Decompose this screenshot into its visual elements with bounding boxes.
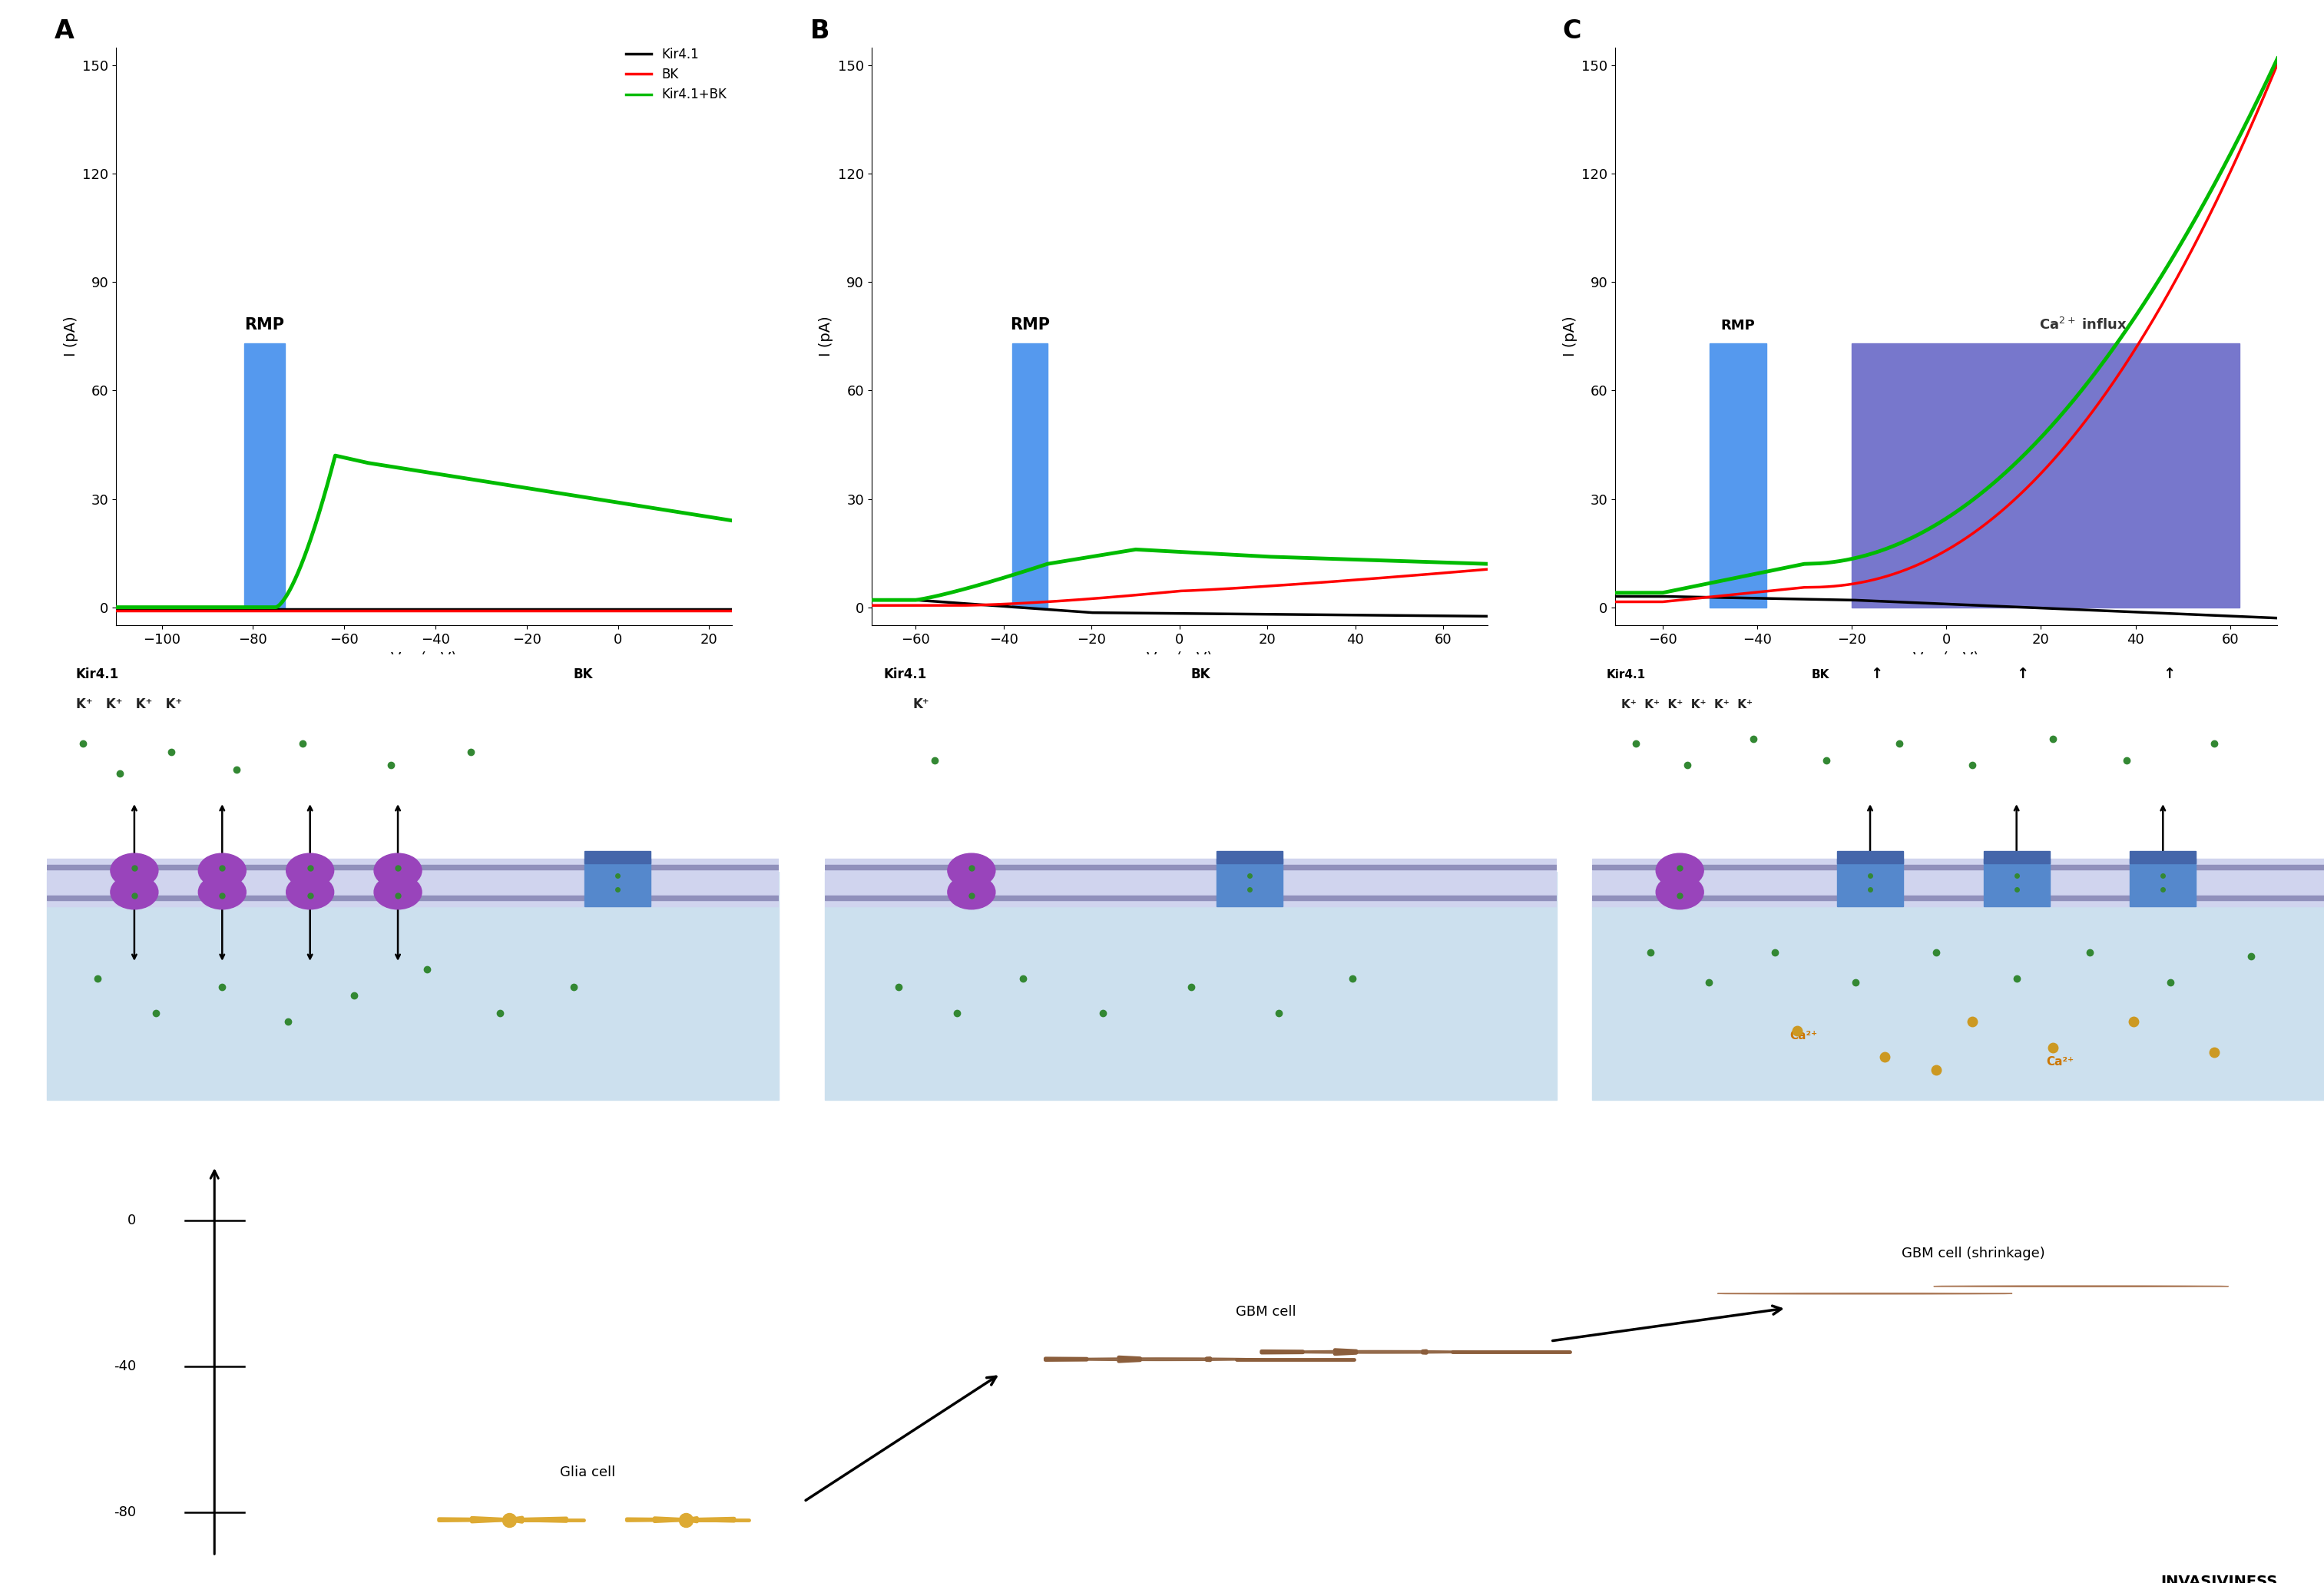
Bar xyxy=(46,872,779,1100)
Text: BK: BK xyxy=(1190,666,1211,681)
Ellipse shape xyxy=(1050,1358,1267,1361)
Ellipse shape xyxy=(1657,853,1703,888)
Text: ↑: ↑ xyxy=(2164,666,2175,681)
Text: ↑: ↑ xyxy=(2017,666,2029,681)
Text: ↑: ↑ xyxy=(1871,666,1882,681)
Bar xyxy=(1592,864,2324,869)
Text: -80: -80 xyxy=(114,1505,135,1520)
Ellipse shape xyxy=(1267,1350,1483,1353)
Text: BK: BK xyxy=(574,666,593,681)
Text: RMP: RMP xyxy=(1011,318,1050,332)
Bar xyxy=(1218,858,1283,907)
Text: Ca²⁺: Ca²⁺ xyxy=(2045,1056,2073,1067)
Bar xyxy=(1218,852,1283,863)
Ellipse shape xyxy=(112,853,158,888)
Bar xyxy=(825,864,1557,869)
Bar xyxy=(586,852,651,863)
Ellipse shape xyxy=(112,875,158,909)
Bar xyxy=(586,858,651,907)
Text: A: A xyxy=(53,19,74,44)
Ellipse shape xyxy=(286,875,335,909)
Bar xyxy=(123,877,146,888)
Ellipse shape xyxy=(1657,875,1703,909)
Text: 0: 0 xyxy=(128,1214,135,1227)
Text: Kir4.1: Kir4.1 xyxy=(883,666,927,681)
Bar xyxy=(1669,877,1692,888)
Text: -40: -40 xyxy=(114,1360,135,1374)
Bar xyxy=(46,896,779,901)
Bar xyxy=(825,896,1557,901)
Text: GBM cell (shrinkage): GBM cell (shrinkage) xyxy=(1901,1246,2045,1260)
Text: K⁺  K⁺  K⁺  K⁺  K⁺  K⁺: K⁺ K⁺ K⁺ K⁺ K⁺ K⁺ xyxy=(1622,700,1752,711)
Bar xyxy=(1838,858,1903,907)
Bar xyxy=(825,858,1557,907)
Text: Kir4.1: Kir4.1 xyxy=(77,666,119,681)
Ellipse shape xyxy=(948,875,995,909)
Text: Ca²⁺: Ca²⁺ xyxy=(1789,1031,1817,1042)
X-axis label: Vm (mV): Vm (mV) xyxy=(390,651,458,665)
Bar xyxy=(46,864,779,869)
Bar xyxy=(1592,858,2324,907)
Ellipse shape xyxy=(198,875,246,909)
Bar xyxy=(297,877,323,888)
Text: Glia cell: Glia cell xyxy=(560,1466,616,1479)
Bar xyxy=(1838,852,1903,863)
Text: C: C xyxy=(1562,19,1580,44)
Ellipse shape xyxy=(374,875,421,909)
Text: GBM cell: GBM cell xyxy=(1236,1304,1297,1319)
Bar xyxy=(209,877,235,888)
Bar xyxy=(1013,344,1048,608)
Bar xyxy=(46,858,779,907)
Bar xyxy=(1852,344,2240,608)
Text: Kir4.1: Kir4.1 xyxy=(1606,668,1645,681)
Ellipse shape xyxy=(374,853,421,888)
Bar xyxy=(1592,896,2324,901)
Y-axis label: I (pA): I (pA) xyxy=(818,317,834,356)
Bar xyxy=(1985,858,2050,907)
Bar xyxy=(1985,852,2050,863)
Text: K⁺: K⁺ xyxy=(913,698,930,711)
Ellipse shape xyxy=(198,853,246,888)
Y-axis label: I (pA): I (pA) xyxy=(63,317,79,356)
Text: Ca$^{2+}$ influx: Ca$^{2+}$ influx xyxy=(2040,317,2129,332)
Text: RMP: RMP xyxy=(244,318,284,332)
Text: INVASIVINESS: INVASIVINESS xyxy=(2161,1575,2278,1583)
Bar xyxy=(2131,858,2196,907)
Bar xyxy=(1592,654,2324,872)
Text: RMP: RMP xyxy=(1722,318,1755,332)
Legend: Kir4.1, BK, Kir4.1+BK: Kir4.1, BK, Kir4.1+BK xyxy=(621,43,732,108)
Bar xyxy=(1710,344,1766,608)
Bar xyxy=(960,877,983,888)
Ellipse shape xyxy=(948,853,995,888)
Text: B: B xyxy=(809,19,830,44)
Bar xyxy=(244,344,286,608)
Text: K⁺   K⁺   K⁺   K⁺: K⁺ K⁺ K⁺ K⁺ xyxy=(77,698,181,711)
Ellipse shape xyxy=(286,853,335,888)
X-axis label: Vm (mV): Vm (mV) xyxy=(1913,651,1980,665)
Bar xyxy=(46,654,779,872)
Y-axis label: I (pA): I (pA) xyxy=(1562,317,1578,356)
X-axis label: Vm (mV): Vm (mV) xyxy=(1146,651,1213,665)
Bar xyxy=(825,654,1557,872)
Bar xyxy=(1592,872,2324,1100)
Text: BK: BK xyxy=(1810,668,1829,681)
Bar xyxy=(386,877,409,888)
Bar xyxy=(2131,852,2196,863)
Bar xyxy=(825,872,1557,1100)
